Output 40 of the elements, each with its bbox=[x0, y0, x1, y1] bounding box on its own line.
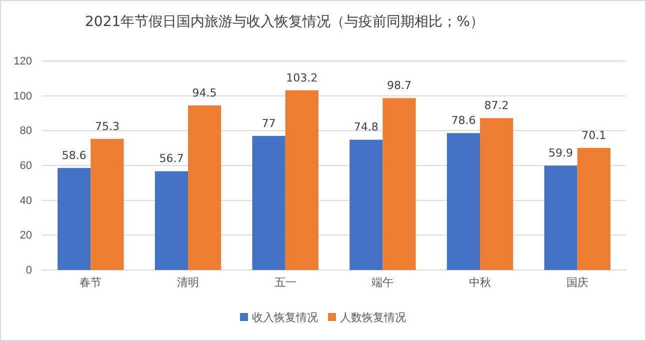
data-label: 74.8 bbox=[354, 120, 378, 134]
data-label: 75.3 bbox=[94, 120, 120, 133]
bar bbox=[446, 133, 480, 270]
data-label: 87.2 bbox=[484, 99, 509, 112]
y-tick-label: 80 bbox=[20, 125, 32, 138]
y-tick-label: 120 bbox=[14, 56, 32, 68]
legend-label: 人数恢复情况 bbox=[340, 311, 406, 324]
y-tick-label: 20 bbox=[20, 230, 32, 242]
x-tick-label: 中秋 bbox=[469, 276, 491, 289]
data-label: 103.2 bbox=[286, 71, 318, 84]
y-tick-label: 40 bbox=[20, 194, 32, 207]
legend-label: 收入恢复情况 bbox=[252, 311, 318, 324]
x-tick-label: 五一 bbox=[274, 276, 296, 289]
bar bbox=[154, 171, 188, 270]
bar bbox=[350, 140, 383, 270]
bar bbox=[90, 138, 124, 270]
data-label: 70.1 bbox=[582, 128, 606, 142]
bar bbox=[188, 105, 222, 270]
bar bbox=[480, 118, 514, 270]
bar bbox=[58, 168, 91, 270]
data-label: 58.6 bbox=[62, 148, 86, 162]
data-label: 59.9 bbox=[548, 146, 574, 160]
data-label: 77 bbox=[262, 116, 276, 130]
chart-title: 2021年节假日国内旅游与收入恢复情况（与疫前同期相比；%） bbox=[85, 14, 484, 30]
y-tick-label: 60 bbox=[20, 160, 32, 172]
x-tick-label: 端午 bbox=[372, 276, 394, 289]
y-tick-label: 100 bbox=[14, 90, 32, 102]
data-label: 94.5 bbox=[192, 86, 217, 100]
data-label: 78.6 bbox=[451, 114, 476, 128]
bar bbox=[382, 98, 416, 270]
bar bbox=[285, 90, 318, 270]
data-label: 56.7 bbox=[159, 152, 184, 166]
x-tick-label: 清明 bbox=[177, 276, 199, 289]
x-tick-label: 国庆 bbox=[566, 276, 588, 289]
data-label: 98.7 bbox=[386, 79, 412, 92]
x-tick-label: 春节 bbox=[80, 276, 102, 289]
bar bbox=[252, 136, 286, 270]
bar bbox=[577, 148, 610, 270]
bar bbox=[544, 166, 578, 270]
y-tick-label: 0 bbox=[26, 264, 32, 277]
